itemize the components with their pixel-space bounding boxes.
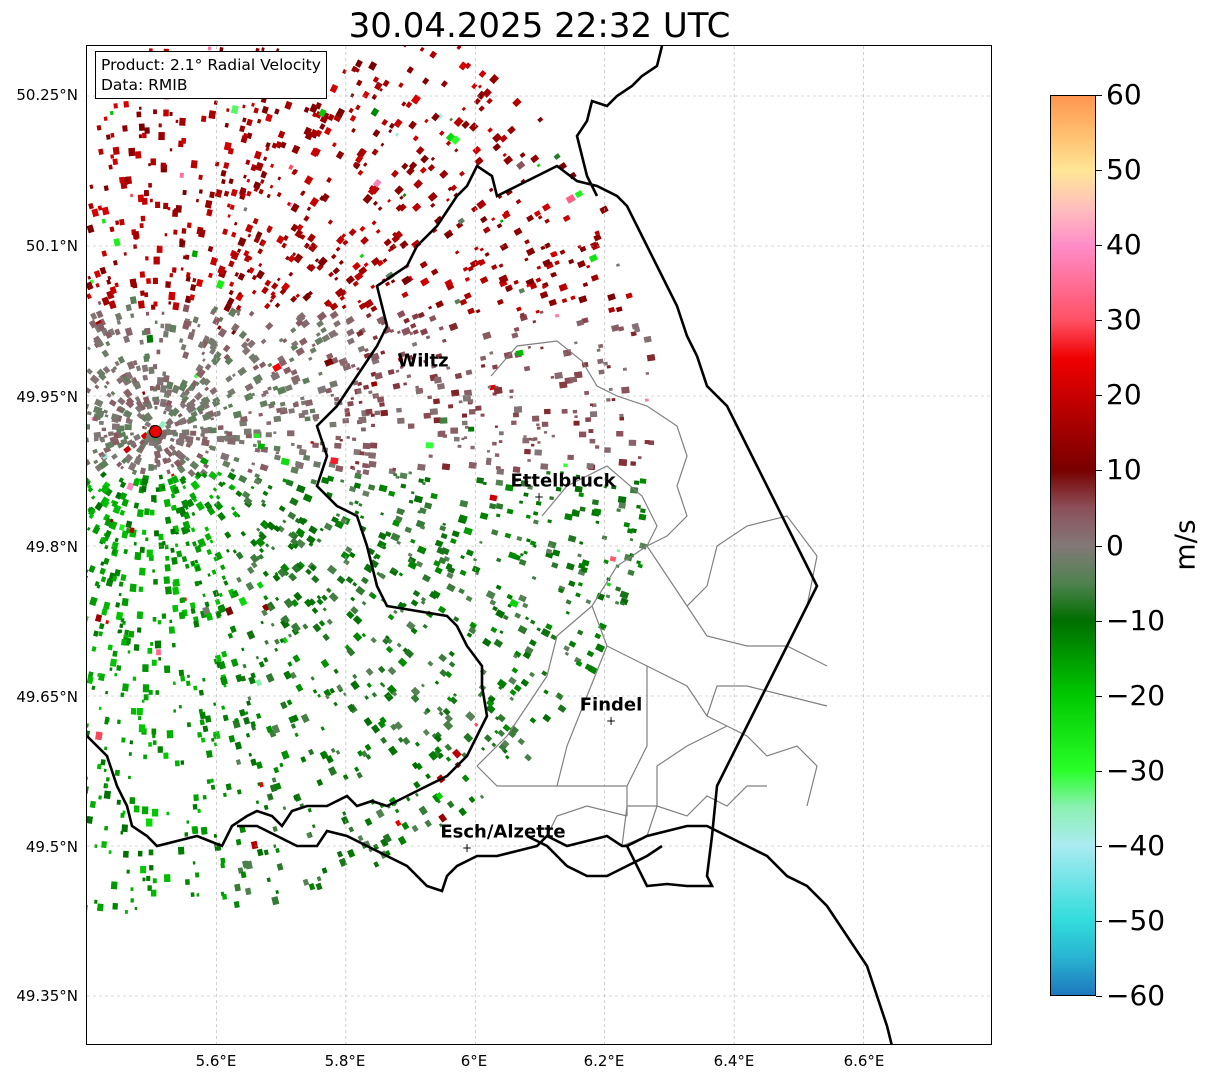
data-source-label: Data: RMIB bbox=[101, 76, 188, 94]
lon-tick-label: 6.4°E bbox=[713, 1052, 755, 1070]
colorbar-tick-mark bbox=[1096, 470, 1102, 471]
city-label-wiltz: Wiltz bbox=[397, 350, 449, 372]
gridlines bbox=[87, 46, 991, 1044]
lon-tick-label: 5.6°E bbox=[195, 1052, 237, 1070]
colorbar-tick-mark bbox=[1096, 546, 1102, 547]
colorbar-tick-label: 10 bbox=[1106, 453, 1142, 487]
lon-tick-label: 6°E bbox=[460, 1052, 488, 1070]
colorbar-tick-mark bbox=[1096, 320, 1102, 321]
colorbar-tick-label: −60 bbox=[1106, 979, 1166, 1012]
colorbar-tick-label: −20 bbox=[1106, 678, 1166, 712]
colorbar-tick-label: −30 bbox=[1106, 753, 1166, 787]
colorbar bbox=[1050, 95, 1096, 996]
country-border-east bbox=[526, 46, 893, 1044]
product-info-box: Product: 2.1° Radial Velocity Data: RMIB bbox=[95, 51, 327, 99]
lat-tick-label: 49.5°N bbox=[25, 838, 78, 856]
colorbar-tick-mark bbox=[1096, 621, 1102, 622]
borders bbox=[87, 46, 893, 1044]
canton-borders bbox=[476, 340, 828, 847]
colorbar-tick-label: −10 bbox=[1106, 603, 1166, 637]
radar-map[interactable] bbox=[86, 45, 992, 1045]
colorbar-tick-label: 40 bbox=[1106, 228, 1142, 262]
colorbar-tick-mark bbox=[1096, 696, 1102, 697]
map-title: 30.04.2025 22:32 UTC bbox=[348, 6, 731, 46]
colorbar-tick-label: 50 bbox=[1106, 153, 1142, 187]
colorbar-tick-mark bbox=[1096, 996, 1102, 997]
lat-tick-label: 49.95°N bbox=[16, 388, 78, 406]
map-canvas bbox=[87, 46, 991, 1044]
lat-tick-label: 49.65°N bbox=[16, 688, 78, 706]
country-border-luxembourg bbox=[87, 164, 819, 893]
city-marker-icon: + bbox=[533, 490, 545, 504]
colorbar-tick-label: 0 bbox=[1106, 528, 1124, 562]
lat-tick-label: 49.8°N bbox=[25, 538, 78, 556]
colorbar-tick-label: −40 bbox=[1106, 828, 1166, 862]
colorbar-tick-label: 60 bbox=[1106, 78, 1142, 111]
city-label-ettelbruck: Ettelbruck bbox=[510, 470, 616, 492]
lon-tick-label: 6.6°E bbox=[843, 1052, 885, 1070]
colorbar-tick-label: −50 bbox=[1106, 903, 1166, 937]
lon-tick-label: 5.8°E bbox=[324, 1052, 366, 1070]
city-label-esch-alzette: Esch/Alzette bbox=[440, 821, 566, 843]
colorbar-tick-mark bbox=[1096, 395, 1102, 396]
colorbar-tick-mark bbox=[1096, 95, 1102, 96]
colorbar-tick-label: 20 bbox=[1106, 378, 1142, 412]
city-label-findel: Findel bbox=[579, 694, 643, 716]
city-marker-icon: + bbox=[461, 841, 473, 855]
colorbar-tick-mark bbox=[1096, 170, 1102, 171]
lat-tick-label: 50.25°N bbox=[16, 86, 78, 104]
lat-tick-label: 49.35°N bbox=[16, 987, 78, 1005]
colorbar-tick-label: 30 bbox=[1106, 303, 1142, 337]
radar-site-icon bbox=[149, 425, 162, 438]
colorbar-label: m/s bbox=[1168, 519, 1202, 571]
lon-tick-label: 6.2°E bbox=[583, 1052, 625, 1070]
city-marker-icon: + bbox=[605, 714, 617, 728]
colorbar-tick-mark bbox=[1096, 771, 1102, 772]
lat-tick-label: 50.1°N bbox=[25, 237, 78, 255]
colorbar-tick-mark bbox=[1096, 245, 1102, 246]
colorbar-tick-mark bbox=[1096, 846, 1102, 847]
colorbar-tick-mark bbox=[1096, 921, 1102, 922]
product-label: Product: 2.1° Radial Velocity bbox=[101, 56, 321, 74]
